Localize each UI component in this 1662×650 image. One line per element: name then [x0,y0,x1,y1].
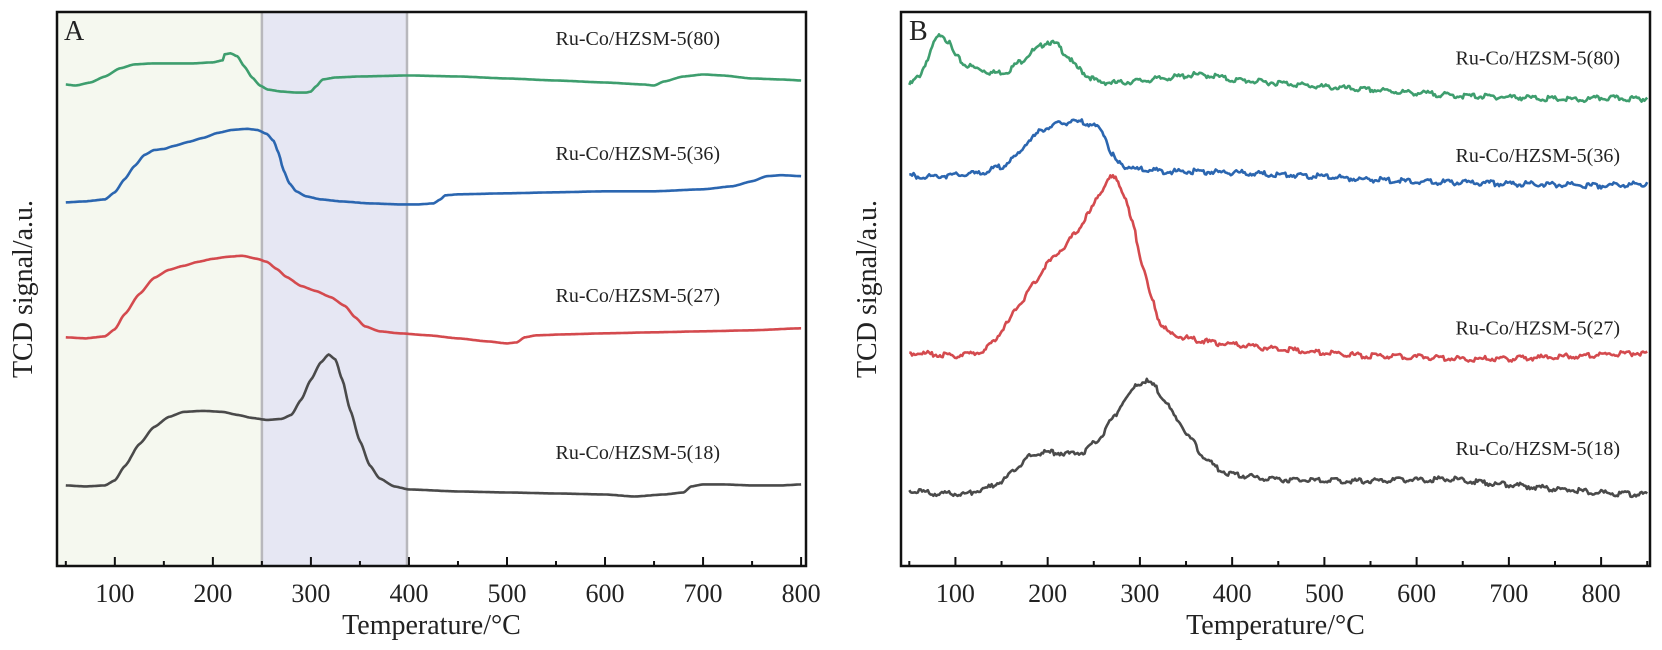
series-line [909,174,1648,363]
series-line [908,377,1649,499]
series-line [65,353,802,498]
series-label: Ru-Co/HZSM-5(36) [1456,145,1620,167]
x-tick-label: 300 [1120,579,1159,608]
series-label: Ru-Co/HZSM-5(27) [1456,317,1620,339]
x-tick-label: 300 [291,579,330,608]
panel-letter: B [909,16,928,47]
series-line [65,52,802,94]
series-label: Ru-Co/HZSM-5(18) [1456,438,1620,460]
x-tick-label: 400 [389,579,428,608]
x-axis-title: Temperature/°C [342,610,521,641]
x-tick-label: 100 [95,579,134,608]
x-tick-label: 500 [487,579,526,608]
series-label: Ru-Co/HZSM-5(80) [1456,47,1620,69]
series-label: Ru-Co/HZSM-5(18) [556,442,720,464]
x-tick-label: 400 [1213,579,1252,608]
x-tick-label: 800 [782,579,821,608]
x-tick-label: 500 [1305,579,1344,608]
panel-a: Ru-Co/HZSM-5(80) Ru-Co/HZSM-5(36) Ru-Co/HZ… [8,10,821,641]
x-tick-label: 800 [1582,579,1621,608]
series-label: Ru-Co/HZSM-5(36) [556,143,720,165]
x-axis-title: Temperature/°C [1186,610,1365,641]
plot-frame [55,10,808,568]
y-axis-title: TCD signal/a.u. [8,200,39,378]
x-tick-label: 700 [1489,579,1528,608]
series-label: Ru-Co/HZSM-5(80) [556,28,720,50]
series-line [65,127,802,206]
series-label: Ru-Co/HZSM-5(27) [556,285,720,307]
panel-b: Ru-Co/HZSM-5(80) Ru-Co/HZSM-5(36) Ru-Co/HZ… [852,10,1652,641]
series-line [909,118,1649,190]
shaded-region [261,12,407,566]
x-tick-label: 100 [936,579,975,608]
plot-frame [899,10,1652,568]
series-line [65,254,802,345]
x-tick-label: 200 [193,579,232,608]
y-axis-title: TCD signal/a.u. [852,200,883,378]
series-line [908,33,1649,104]
x-tick-label: 600 [586,579,625,608]
shaded-region [57,12,262,566]
x-tick-label: 700 [684,579,723,608]
x-tick-label: 200 [1028,579,1067,608]
x-tick-label: 600 [1397,579,1436,608]
panel-letter: A [64,16,85,47]
